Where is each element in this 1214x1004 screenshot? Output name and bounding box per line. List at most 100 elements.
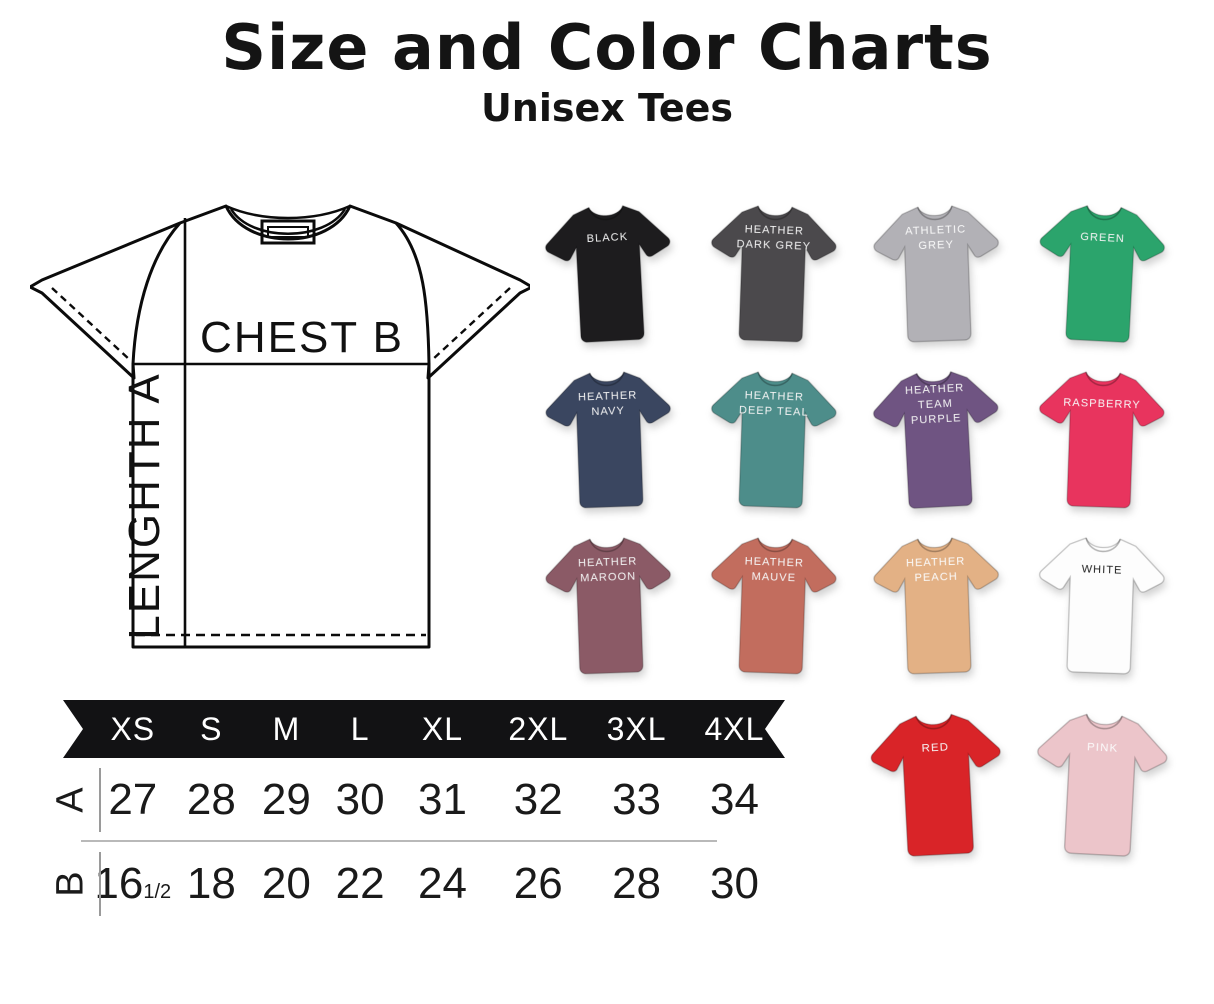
size-header-cell: M bbox=[272, 710, 301, 747]
tee-collar bbox=[1085, 371, 1122, 387]
page-title: Size and Color Charts bbox=[221, 11, 993, 84]
tee-icon: HEATHERDEEP TEAL bbox=[711, 371, 837, 509]
fraction: 1/2 bbox=[143, 881, 172, 903]
tee-icon: PINK bbox=[1037, 713, 1168, 857]
shirt-heather-mauve: HEATHERMAUVE bbox=[691, 520, 855, 686]
size-header-cell: 3XL bbox=[606, 710, 667, 747]
tee-collar bbox=[916, 205, 953, 221]
tee-collar bbox=[757, 537, 794, 553]
tee-collar bbox=[1085, 537, 1122, 553]
tee-body bbox=[1039, 204, 1166, 343]
tee-body bbox=[1039, 371, 1165, 509]
shirt-color-label: BLACK bbox=[586, 231, 628, 245]
tee-body bbox=[711, 537, 837, 675]
size-header-cell: S bbox=[200, 710, 223, 747]
tee-body-outline bbox=[30, 204, 530, 649]
tee-icon: HEATHERTEAMPURPLE bbox=[872, 370, 999, 509]
size-value-cell: 24 bbox=[417, 859, 467, 908]
tee-icon: RASPBERRY bbox=[1039, 371, 1165, 509]
row-label-rule bbox=[99, 852, 101, 916]
shirt-red: RED bbox=[855, 686, 1019, 857]
size-value-cell: 31 bbox=[417, 775, 467, 824]
right-armhole-seam bbox=[394, 221, 431, 365]
size-header-cell: L bbox=[350, 710, 370, 747]
tee-collar bbox=[1086, 205, 1123, 221]
chest-measure-label: CHEST B bbox=[200, 313, 404, 362]
row-label: A bbox=[49, 787, 92, 813]
shirt-heather-team-purple: HEATHERTEAMPURPLE bbox=[855, 354, 1019, 520]
collar-inner-line bbox=[229, 208, 347, 235]
size-row-b: B 161/2 18 20 22 24 26 28 30 bbox=[50, 848, 785, 920]
size-chart-table: XS S M L XL 2XL 3XL 4XL A 27 28 29 30 31 32 33 34 B 161/2… bbox=[50, 700, 785, 920]
shirt-heather-navy: HEATHERNAVY bbox=[527, 354, 691, 520]
left-armhole-seam bbox=[131, 221, 182, 365]
tee-collar bbox=[915, 371, 952, 387]
tee-collar bbox=[757, 205, 794, 221]
size-value-cell: 20 bbox=[261, 859, 311, 908]
tee-body bbox=[711, 205, 837, 343]
size-value-cell: 22 bbox=[335, 859, 385, 908]
size-header-cell: 2XL bbox=[508, 710, 569, 747]
shirt-white: WHITE bbox=[1019, 520, 1183, 686]
size-row-a: A 27 28 29 30 31 32 33 34 bbox=[50, 764, 785, 836]
right-cuff-dashed-line bbox=[431, 287, 511, 361]
shirt-green: GREEN bbox=[1019, 188, 1183, 354]
size-value-cell: 32 bbox=[513, 775, 563, 824]
tee-body bbox=[872, 370, 999, 509]
shirt-heather-peach: HEATHERPEACH bbox=[855, 520, 1019, 686]
neck-label-tag-inner bbox=[267, 226, 309, 238]
size-header-cell: XL bbox=[421, 710, 464, 747]
size-value-cell: 30 bbox=[335, 775, 385, 824]
tee-icon: HEATHERNAVY bbox=[545, 371, 671, 509]
neck-label-tag-outer bbox=[260, 219, 316, 245]
shirt-heather-dark-grey: HEATHERDARK GREY bbox=[691, 188, 855, 354]
tee-collar bbox=[588, 537, 625, 553]
tee-body bbox=[545, 537, 671, 675]
shirt-color-label: WHITE bbox=[1081, 563, 1122, 576]
tee-icon: RED bbox=[870, 713, 1001, 857]
shirt-color-label: RASPBERRY bbox=[1063, 397, 1141, 412]
size-header-banner: XS S M L XL 2XL 3XL 4XL bbox=[63, 700, 785, 758]
tee-icon: HEATHERMAUVE bbox=[711, 537, 837, 675]
shirt-pink: PINK bbox=[1019, 686, 1183, 857]
size-value-cell: 33 bbox=[612, 775, 662, 824]
tee-body bbox=[1039, 537, 1165, 675]
tee-icon: HEATHERMAROON bbox=[545, 537, 671, 675]
shirt-color-label: HEATHERDARK GREY bbox=[736, 223, 811, 253]
color-chart-grid: BLACK HEATHERDARK GREY ATHLETICGREY GREEN HE… bbox=[527, 188, 1187, 857]
shirt-black: BLACK bbox=[527, 188, 691, 354]
shirt-color-label: HEATHERPEACH bbox=[906, 556, 966, 585]
size-header-cell: 4XL bbox=[704, 710, 765, 747]
shirt-color-label: HEATHERTEAMPURPLE bbox=[905, 382, 966, 427]
size-value-cell: 30 bbox=[709, 859, 759, 908]
shirt-heather-deep-teal: HEATHERDEEP TEAL bbox=[691, 354, 855, 520]
length-measure-label: LENGHTH A bbox=[120, 372, 169, 639]
tee-collar bbox=[588, 371, 625, 387]
collar-back-line bbox=[225, 204, 351, 220]
tee-body bbox=[873, 205, 999, 343]
size-value-cell: 27 bbox=[108, 775, 158, 824]
shirt-color-label: RED bbox=[921, 741, 949, 754]
size-rows: A 27 28 29 30 31 32 33 34 B 161/2 18 20 22 24 26 28 30 bbox=[50, 764, 785, 920]
shirt-color-label: HEATHERMAUVE bbox=[744, 556, 804, 585]
tee-collar bbox=[916, 537, 953, 553]
tee-body bbox=[1037, 713, 1168, 857]
shirt-color-label: HEATHERDEEP TEAL bbox=[739, 389, 810, 419]
size-value-cell: 18 bbox=[186, 859, 236, 908]
tee-icon: BLACK bbox=[544, 204, 671, 343]
tee-icon: HEATHERDARK GREY bbox=[711, 205, 837, 343]
tee-icon: GREEN bbox=[1039, 204, 1166, 343]
tee-collar bbox=[915, 714, 953, 730]
tee-body bbox=[873, 537, 999, 675]
size-value-cell: 26 bbox=[513, 859, 563, 908]
size-value-cell: 29 bbox=[261, 775, 311, 824]
tee-icon: ATHLETICGREY bbox=[873, 205, 999, 343]
measurement-diagram: CHEST B LENGHTH A bbox=[30, 192, 530, 672]
row-divider bbox=[81, 840, 717, 842]
tee-body bbox=[870, 713, 1001, 857]
tee-icon: HEATHERPEACH bbox=[873, 537, 999, 675]
row-label: B bbox=[49, 871, 92, 897]
left-cuff-dashed-line bbox=[51, 287, 131, 361]
shirt-color-label: HEATHERMAROON bbox=[578, 556, 638, 585]
shirt-color-label: PINK bbox=[1087, 741, 1119, 755]
